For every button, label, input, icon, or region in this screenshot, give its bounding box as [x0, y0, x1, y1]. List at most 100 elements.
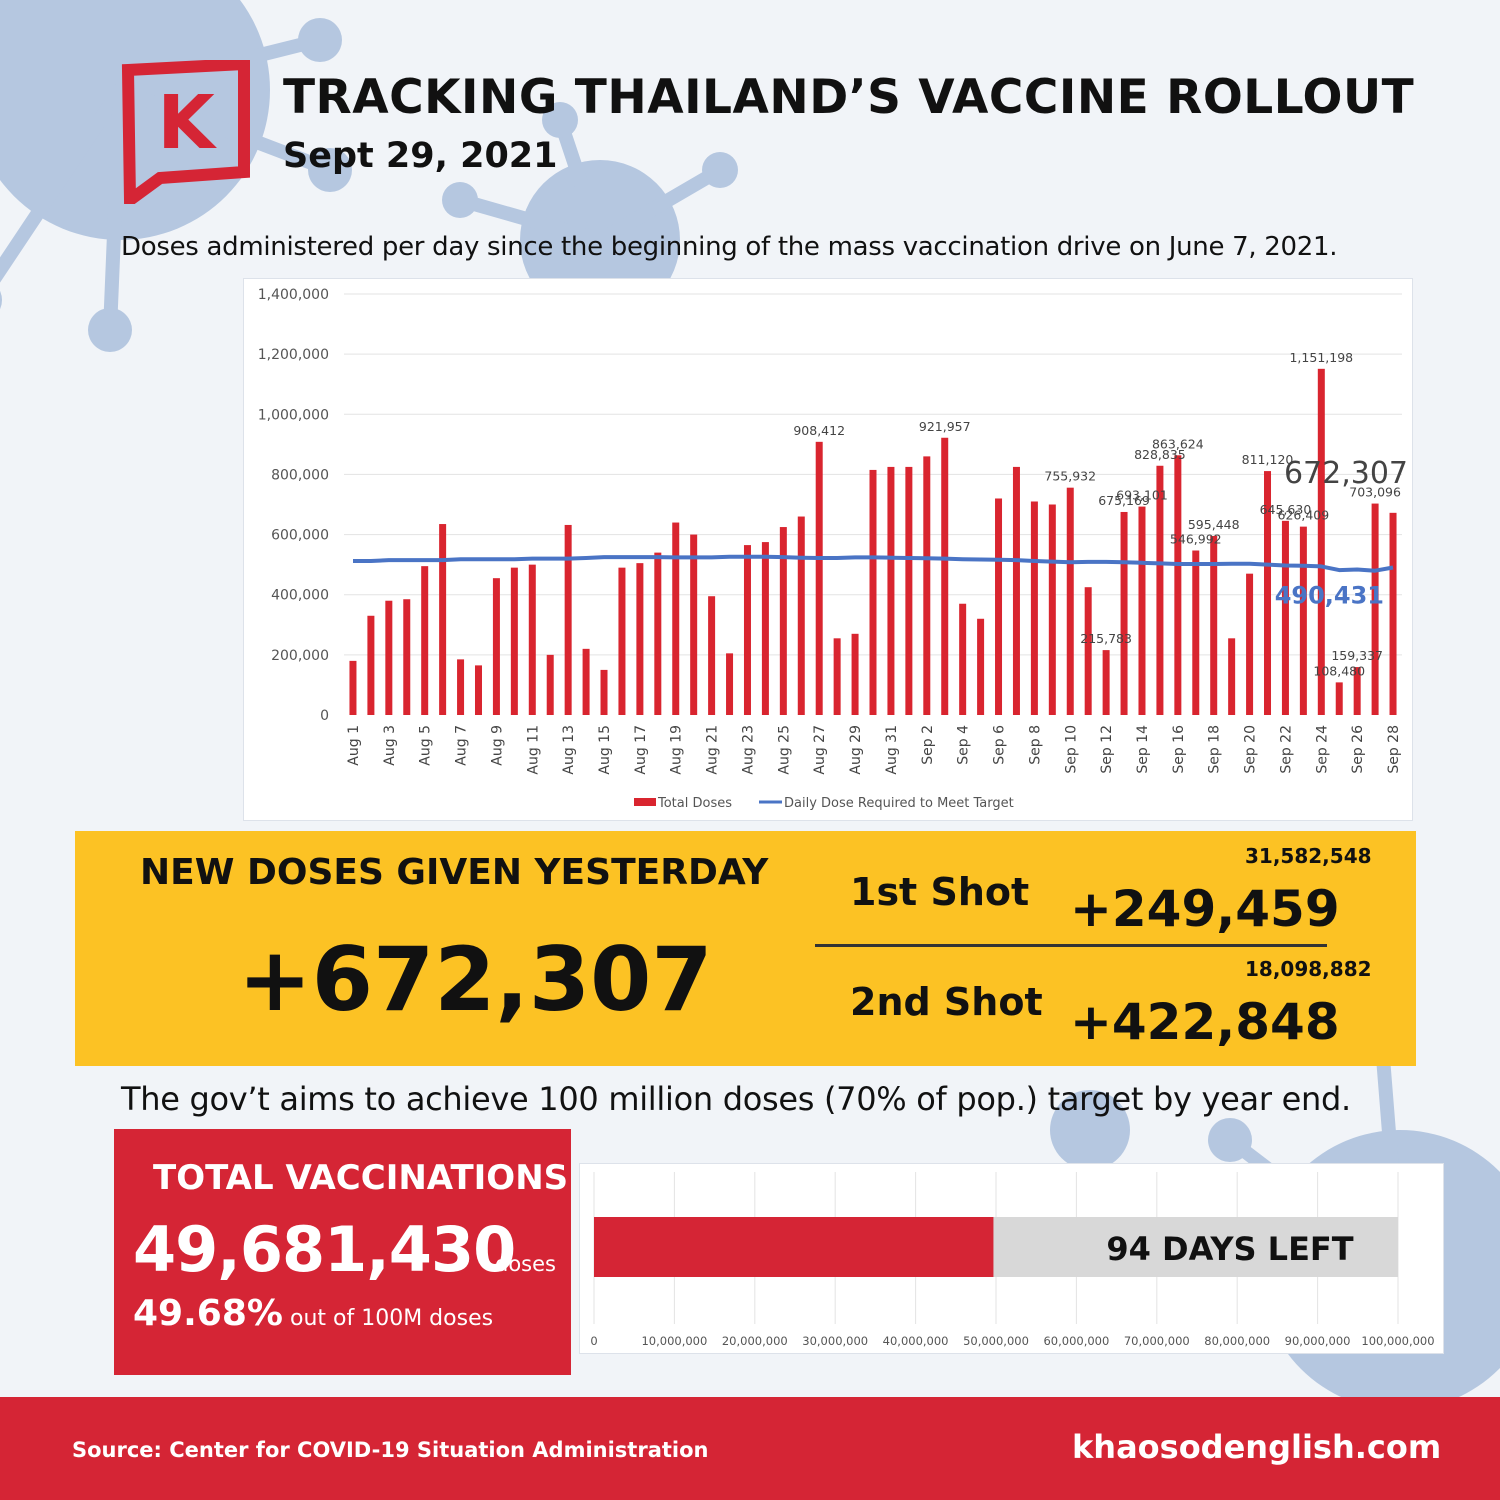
- data-label: 703,096: [1349, 485, 1401, 500]
- legend-swatch-bars: [634, 798, 656, 806]
- data-label: 693,101: [1116, 488, 1168, 503]
- target-statement: The gov’t aims to achieve 100 million do…: [121, 1080, 1351, 1118]
- bar: [959, 603, 967, 715]
- legend-label: Daily Dose Required to Meet Target: [784, 796, 1014, 811]
- x-tick-label: Aug 23: [740, 725, 756, 775]
- axis-tick-label: 90,000,000: [1285, 1334, 1351, 1348]
- total-percent-text: out of 100M doses: [290, 1306, 494, 1331]
- data-label: 215,783: [1080, 631, 1132, 646]
- days-left-label: 94 DAYS LEFT: [1106, 1230, 1353, 1268]
- bar: [1389, 512, 1397, 715]
- bar: [1192, 550, 1200, 715]
- axis-tick-label: 0: [590, 1334, 597, 1348]
- target-line: [353, 554, 1394, 573]
- x-tick-label: Sep 10: [1063, 725, 1079, 774]
- progress-fill: [594, 1217, 994, 1277]
- x-tick-label: Sep 18: [1207, 725, 1223, 774]
- bar: [421, 566, 429, 715]
- bar: [546, 654, 554, 715]
- y-tick-label: 0: [320, 708, 329, 724]
- latest-target-label: 490,431: [1275, 582, 1384, 610]
- x-tick-label: Sep 22: [1278, 725, 1294, 774]
- bar: [636, 563, 644, 715]
- data-label: 863,624: [1152, 436, 1204, 451]
- bar: [385, 600, 393, 715]
- latest-dose-label: 672,307: [1284, 456, 1408, 491]
- bar: [492, 578, 500, 715]
- bar: [726, 653, 734, 715]
- data-label: 159,337: [1331, 648, 1383, 663]
- data-label: 755,932: [1044, 469, 1096, 484]
- bar: [887, 466, 895, 715]
- y-tick-label: 400,000: [271, 588, 329, 604]
- axis-tick-label: 80,000,000: [1204, 1334, 1270, 1348]
- x-tick-label: Aug 3: [382, 725, 398, 766]
- second-shot-cumulative: 18,098,882: [1245, 957, 1372, 981]
- new-doses-value: +672,307: [238, 928, 713, 1031]
- x-tick-label: Aug 25: [776, 725, 792, 775]
- x-tick-label: Sep 20: [1243, 725, 1259, 774]
- x-tick-label: Sep 4: [956, 725, 972, 765]
- data-label: 1,151,198: [1289, 350, 1353, 365]
- bar: [1335, 682, 1343, 715]
- bar: [1210, 535, 1218, 715]
- bar: [1156, 465, 1164, 715]
- bar: [905, 466, 913, 715]
- x-tick-label: Aug 31: [884, 725, 900, 775]
- bar: [1228, 638, 1236, 715]
- x-tick-label: Sep 14: [1135, 725, 1151, 774]
- x-tick-label: Aug 5: [418, 725, 434, 766]
- legend-label: Total Doses: [657, 796, 732, 811]
- total-vaccinations-value: 49,681,430: [133, 1213, 516, 1286]
- total-percent-value: 49.68%: [133, 1293, 283, 1334]
- bar: [1048, 504, 1056, 715]
- bar: [1317, 368, 1325, 715]
- bar: [1138, 506, 1146, 715]
- y-tick-label: 1,000,000: [258, 407, 329, 423]
- bar: [743, 545, 751, 715]
- bar: [815, 441, 823, 715]
- x-tick-label: Aug 19: [669, 725, 685, 775]
- bar: [510, 567, 518, 715]
- x-tick-label: Aug 13: [561, 725, 577, 775]
- y-tick-label: 1,200,000: [258, 347, 329, 363]
- second-shot-new: +422,848: [1070, 993, 1340, 1051]
- data-label: 675,169: [1098, 493, 1150, 508]
- data-label: 921,957: [919, 419, 971, 434]
- chart-plot-area: 0 200,000 400,000 600,000 800,000 1,000,000 1,…: [258, 287, 1408, 811]
- bar: [941, 437, 949, 715]
- x-tick-label: Sep 16: [1171, 725, 1187, 774]
- progress-plot-area: 0 10,000,000 20,000,000 30,000,000 40,000,00…: [590, 1172, 1435, 1348]
- x-tick-label: Aug 27: [812, 725, 828, 775]
- x-tick-label: Aug 7: [454, 725, 470, 766]
- bar: [1174, 455, 1182, 715]
- x-tick-label: Sep 2: [920, 725, 936, 765]
- x-tick-label: Sep 24: [1314, 725, 1330, 774]
- bar: [1264, 471, 1272, 715]
- first-shot-new: +249,459: [1070, 880, 1340, 938]
- bar: [1246, 573, 1254, 715]
- site-link[interactable]: khaosodenglish.com: [1072, 1428, 1442, 1466]
- axis-tick-label: 10,000,000: [641, 1334, 707, 1348]
- data-label: 626,409: [1278, 508, 1330, 523]
- bar: [600, 669, 608, 715]
- bar: [654, 552, 662, 715]
- bar: [833, 638, 841, 715]
- data-label: 595,448: [1188, 517, 1240, 532]
- page-date: Sept 29, 2021: [283, 136, 558, 176]
- x-tick-label: Aug 1: [346, 725, 362, 766]
- x-tick-label: Sep 12: [1099, 725, 1115, 774]
- axis-tick-label: 50,000,000: [963, 1334, 1029, 1348]
- second-shot-label: 2nd Shot: [850, 980, 1043, 1024]
- x-tick-label: Aug 11: [525, 725, 541, 775]
- y-tick-label: 600,000: [271, 528, 329, 544]
- data-label: 908,412: [793, 423, 845, 438]
- first-shot-cumulative: 31,582,548: [1245, 844, 1372, 868]
- bar: [851, 633, 859, 715]
- bar: [1030, 501, 1038, 715]
- axis-tick-label: 20,000,000: [722, 1334, 788, 1348]
- bar: [995, 498, 1003, 715]
- bar: [1102, 650, 1110, 715]
- bar: [564, 524, 572, 715]
- bar: [923, 456, 931, 715]
